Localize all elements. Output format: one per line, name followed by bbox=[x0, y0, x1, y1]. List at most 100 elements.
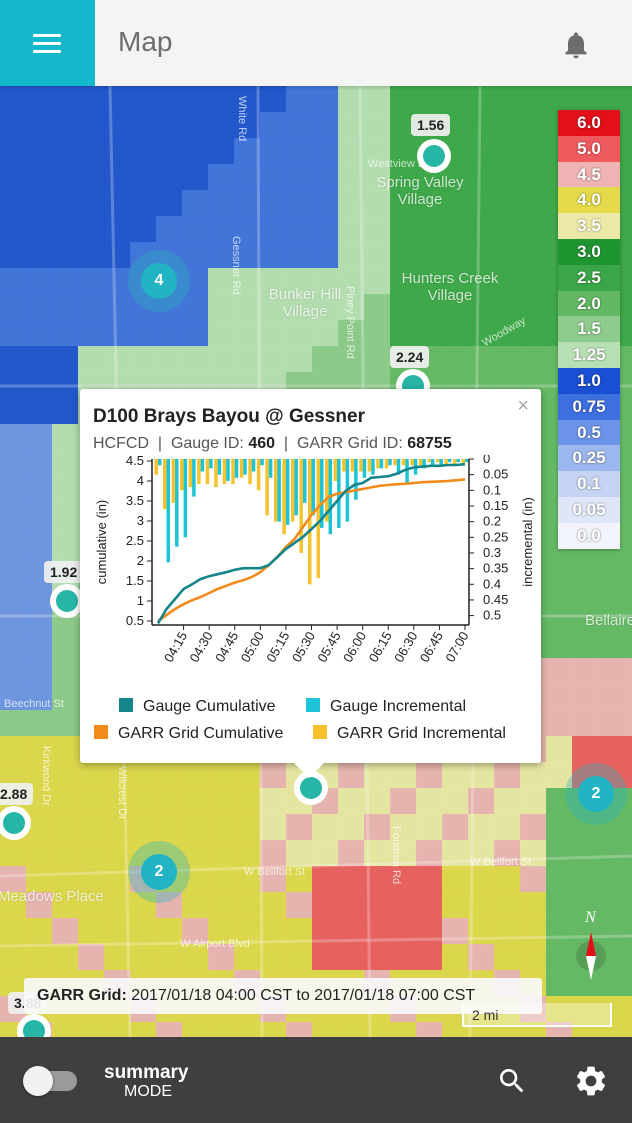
gauge-marker[interactable] bbox=[50, 584, 84, 618]
garr-incremental-bar bbox=[273, 459, 278, 522]
gauge-cluster[interactable]: 2 bbox=[565, 763, 627, 825]
menu-icon bbox=[33, 34, 61, 37]
legend-swatch bbox=[94, 725, 108, 739]
gauge-incremental-bar bbox=[268, 459, 273, 478]
legend-item: 4.5 bbox=[558, 161, 620, 188]
y-tick-label: 3 bbox=[137, 513, 144, 528]
legend-label: GARR Grid Incremental bbox=[337, 725, 506, 742]
mode-subtitle: MODE bbox=[124, 1083, 172, 1100]
y2-tick-label: 0.05 bbox=[483, 467, 508, 482]
x-tick-label: 05:00 bbox=[238, 629, 267, 665]
gauge-cluster[interactable]: 4 bbox=[128, 250, 190, 312]
y2-tick-label: 0.25 bbox=[483, 529, 508, 544]
y2-tick-label: 0.45 bbox=[483, 592, 508, 607]
y2-tick-label: 0 bbox=[483, 455, 490, 466]
legend-item: 0.5 bbox=[558, 419, 620, 446]
legend-item: 1.5 bbox=[558, 316, 620, 343]
legend-item: 1.0 bbox=[558, 367, 620, 394]
search-icon[interactable] bbox=[496, 1065, 528, 1097]
road-label: Beechnut St bbox=[4, 698, 64, 710]
garr-incremental-bar bbox=[376, 459, 380, 469]
gauge-incremental-bar bbox=[465, 459, 469, 463]
gauge-incremental-bar bbox=[371, 459, 375, 475]
garr-incremental-bar bbox=[248, 459, 252, 485]
mode-title: summary bbox=[104, 1062, 189, 1083]
grid-id-value: 68755 bbox=[407, 435, 452, 452]
garr-incremental-bar bbox=[418, 459, 423, 466]
gauge-incremental-bar bbox=[234, 459, 239, 478]
garr-incremental-bar bbox=[299, 459, 303, 553]
garr-incremental-bar bbox=[214, 459, 218, 488]
popup-subtitle: HCFCD | Gauge ID: 460 | GARR Grid ID: 68… bbox=[93, 435, 452, 452]
legend-item: 0.05 bbox=[558, 496, 620, 523]
chart-legend-item: Gauge Incremental bbox=[306, 698, 466, 716]
gauge-incremental-bar bbox=[456, 459, 460, 463]
garr-incremental-bar bbox=[154, 459, 158, 475]
legend-swatch bbox=[119, 698, 133, 712]
rainfall-legend: 6.0 5.0 4.5 4.0 3.5 3.0 2.5 2.0 1.5 1.25 1.0 0.75 0.… bbox=[558, 110, 620, 549]
garr-grid-cumulative-line bbox=[157, 478, 466, 623]
road-label: W Bellfort St bbox=[244, 866, 306, 878]
x-tick-label: 07:00 bbox=[442, 629, 471, 665]
y2-tick-label: 0.2 bbox=[483, 514, 501, 529]
road-label: Piney Point Rd bbox=[344, 286, 356, 359]
gauge-incremental-bar bbox=[226, 459, 230, 481]
legend-label: GARR Grid Cumulative bbox=[118, 725, 284, 742]
garr-label: GARR Grid: bbox=[37, 987, 127, 1004]
garr-incremental-bar bbox=[401, 459, 406, 466]
garr-incremental-bar bbox=[231, 459, 235, 485]
legend-item: 3.5 bbox=[558, 213, 620, 239]
gauge-incremental-bar bbox=[302, 459, 307, 503]
agency-label: HCFCD bbox=[93, 435, 149, 452]
gauge-cluster[interactable]: 2 bbox=[128, 841, 190, 903]
y-tick-label: 1 bbox=[137, 593, 144, 608]
garr-incremental-bar bbox=[325, 459, 329, 522]
gauge-incremental-bar bbox=[379, 459, 384, 469]
legend-label: Gauge Incremental bbox=[330, 698, 467, 715]
garr-incremental-bar bbox=[461, 459, 465, 466]
gauge-incremental-bar bbox=[396, 459, 401, 475]
bottom-bar: summary MODE bbox=[0, 1037, 632, 1123]
garr-incremental-bar bbox=[188, 459, 193, 488]
x-tick-label: 06:00 bbox=[340, 629, 369, 665]
gear-icon[interactable] bbox=[573, 1063, 609, 1099]
gauge-incremental-bar bbox=[388, 459, 392, 466]
gauge-marker[interactable] bbox=[17, 1014, 51, 1037]
garr-incremental-bar bbox=[393, 459, 397, 466]
road-label: Gessner Rd bbox=[230, 236, 242, 295]
gauge-incremental-bar bbox=[243, 459, 247, 475]
x-tick-label: 05:15 bbox=[263, 629, 292, 665]
legend-item: 3.0 bbox=[558, 238, 620, 265]
gauge-incremental-bar bbox=[354, 459, 358, 500]
road-label: W Airport Blvd bbox=[180, 938, 250, 950]
legend-item: 2.5 bbox=[558, 264, 620, 291]
garr-incremental-bar bbox=[222, 459, 227, 485]
gauge-value-label: 2.88 bbox=[0, 783, 34, 805]
menu-button[interactable] bbox=[0, 0, 95, 86]
garr-incremental-bar bbox=[308, 459, 312, 585]
place-label: Hunters Creek Village bbox=[401, 270, 499, 304]
gauge-value-label: 2.24 bbox=[390, 346, 430, 368]
gauge-incremental-bar bbox=[405, 459, 409, 485]
gauge-incremental-bar bbox=[183, 459, 188, 538]
garr-incremental-bar bbox=[171, 459, 176, 503]
toggle-knob[interactable] bbox=[23, 1066, 53, 1096]
bell-icon[interactable] bbox=[560, 28, 592, 62]
cluster-count: 2 bbox=[578, 776, 614, 812]
garr-incremental-bar bbox=[282, 459, 286, 535]
road-label: W Bellfort St bbox=[470, 856, 532, 868]
cluster-count: 4 bbox=[141, 263, 177, 299]
garr-incremental-bar bbox=[384, 459, 389, 469]
gauge-cumulative-line bbox=[156, 462, 466, 625]
place-label: Meadows Place bbox=[0, 888, 104, 905]
gauge-incremental-bar bbox=[192, 459, 196, 497]
gauge-marker[interactable] bbox=[417, 139, 451, 173]
close-icon[interactable]: × bbox=[517, 395, 529, 417]
y2-axis-label: incremental (in) bbox=[520, 497, 535, 587]
compass-icon[interactable]: N bbox=[574, 908, 608, 988]
garr-incremental-bar bbox=[239, 459, 244, 478]
gauge-incremental-bar bbox=[277, 459, 281, 522]
garr-grid-info: GARR Grid: 2017/01/18 04:00 CST to 2017/… bbox=[24, 978, 542, 1014]
gauge-marker[interactable] bbox=[0, 806, 31, 840]
garr-incremental-bar bbox=[333, 459, 338, 481]
